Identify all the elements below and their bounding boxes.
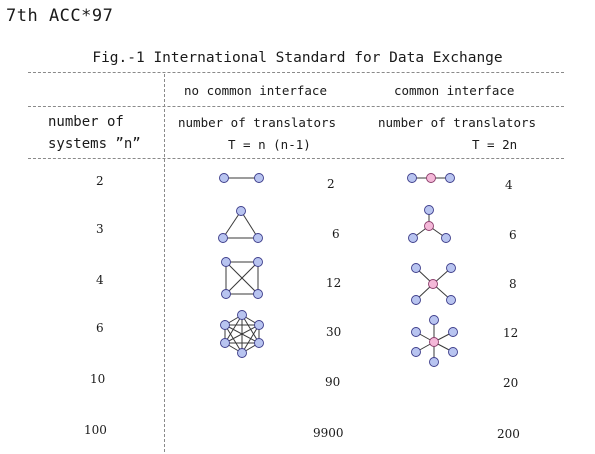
translators-no-common: 2 [327,177,335,191]
column-divider [164,74,165,452]
mesh-network-6-systems [220,310,264,358]
system-node [446,295,456,305]
formula-common: T = 2n [472,137,518,152]
translators-label-no-common: number of translators [178,115,337,130]
system-node [446,263,456,273]
system-node [254,338,264,348]
figure-title: Fig.-1 International Standard for Data E… [92,50,503,66]
common-interface-hub [428,279,438,289]
row-label-line1: number of [48,114,124,130]
system-node [253,233,263,243]
translators-common: 6 [509,228,517,242]
system-node [408,233,418,243]
translators-common: 4 [505,178,513,192]
hub-network-6-systems [411,315,458,367]
system-node [221,289,231,299]
translators-no-common: 90 [325,375,341,389]
translators-label-common: number of translators [378,115,537,130]
n-value: 4 [96,273,104,287]
header-no-common-interface: no common interface [184,83,327,98]
hub-network-3-systems [408,205,451,243]
common-interface-hub [426,173,436,183]
system-node [218,233,228,243]
translators-common: 8 [509,277,517,291]
translators-common: 12 [503,326,519,340]
system-node [237,348,247,358]
system-node [254,320,264,330]
mesh-network-2-systems [219,173,264,183]
system-node [254,173,264,183]
header-common-interface: common interface [394,83,515,98]
formula-no-common: T = n (n-1) [228,137,311,152]
system-node [445,173,455,183]
common-interface-hub [429,337,439,347]
n-value: 2 [96,174,104,188]
system-node [424,205,434,215]
system-node [221,257,231,267]
system-node [429,357,439,367]
n-value: 3 [96,222,104,236]
system-node [441,233,451,243]
system-node [237,310,247,320]
system-node [411,327,421,337]
n-value: 10 [90,372,106,386]
translators-common: 200 [497,427,520,441]
hub-network-4-systems [411,263,456,305]
row-label-line2: systems ”n” [48,136,141,152]
system-node [407,173,417,183]
system-node [220,320,230,330]
system-node [411,263,421,273]
system-node [411,347,421,357]
system-node [411,295,421,305]
document-header: 7th ACC*97 [6,6,114,26]
translators-no-common: 9900 [313,426,344,440]
common-interface-hub [424,221,434,231]
header-rule [28,106,564,107]
system-node [448,347,458,357]
top-rule [28,72,564,73]
translators-common: 20 [503,376,519,390]
system-node [253,289,263,299]
translators-no-common: 30 [326,325,342,339]
mesh-network-3-systems [218,206,263,243]
system-node [219,173,229,183]
subheader-rule [28,158,564,159]
translators-no-common: 6 [332,227,340,241]
system-node [429,315,439,325]
system-node [448,327,458,337]
hub-network-2-systems [407,173,455,183]
n-value: 6 [96,321,104,335]
n-value: 100 [84,423,107,437]
system-node [220,338,230,348]
system-node [236,206,246,216]
translators-no-common: 12 [326,276,342,290]
system-node [253,257,263,267]
mesh-network-4-systems [221,257,263,299]
